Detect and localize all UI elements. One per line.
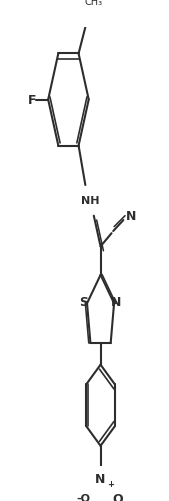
Text: N: N [126, 210, 136, 223]
Text: N: N [111, 295, 121, 308]
Text: S: S [79, 295, 88, 308]
Text: +: + [107, 478, 114, 487]
Text: F: F [28, 94, 36, 107]
Text: N: N [95, 472, 106, 485]
Text: O: O [112, 492, 123, 501]
Text: CH₃: CH₃ [85, 0, 103, 7]
Text: NH: NH [81, 196, 100, 206]
Text: -O: -O [77, 493, 91, 501]
